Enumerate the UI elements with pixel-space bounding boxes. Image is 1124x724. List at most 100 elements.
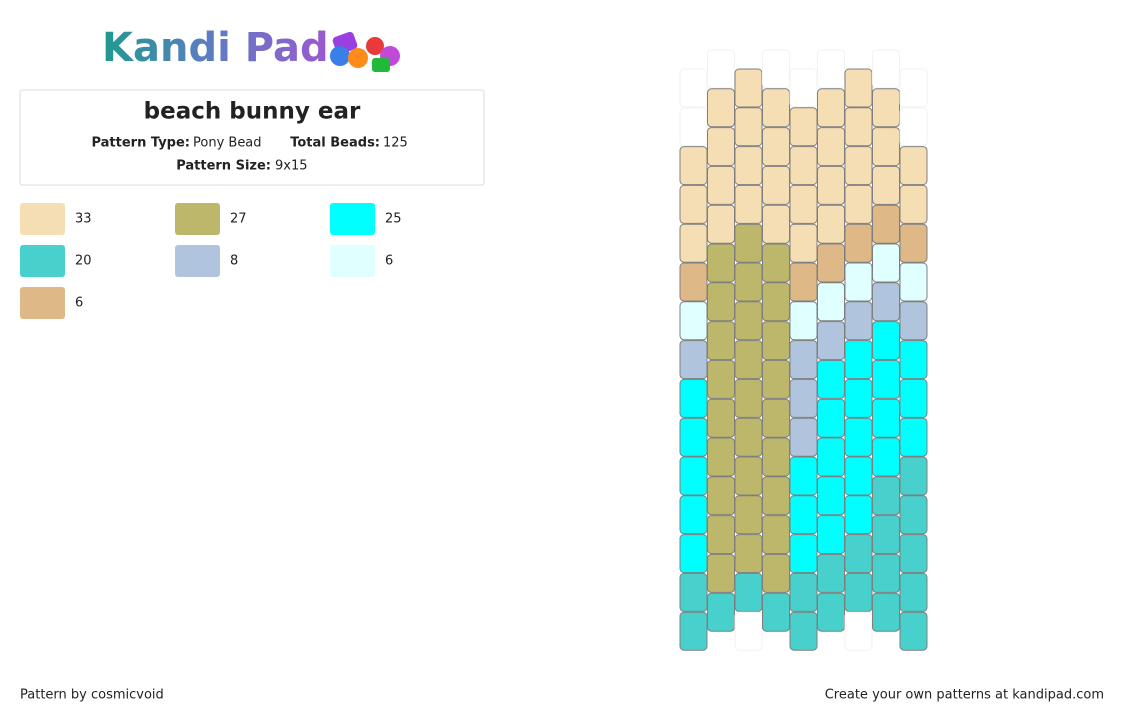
- legend-swatch: [175, 203, 220, 235]
- legend-swatch: [20, 287, 65, 319]
- bead: [817, 204, 845, 244]
- bead: [899, 534, 928, 574]
- bead: [872, 476, 900, 516]
- info-box: [19, 89, 485, 186]
- bead: [817, 553, 845, 593]
- empty-slot: [679, 107, 708, 147]
- bead: [734, 572, 763, 612]
- empty-slot: [899, 107, 928, 147]
- bead: [707, 476, 735, 516]
- bead: [844, 68, 873, 108]
- bead: [872, 437, 900, 477]
- bead: [679, 146, 708, 186]
- bead: [872, 359, 900, 399]
- bead: [899, 223, 928, 263]
- bead: [707, 127, 735, 167]
- bead: [789, 456, 818, 496]
- bead: [762, 282, 790, 322]
- bead: [817, 127, 845, 167]
- bead: [734, 223, 763, 263]
- empty-slot: [679, 68, 708, 108]
- bead: [844, 223, 873, 263]
- bead: [789, 417, 818, 457]
- bead: [872, 515, 900, 555]
- empty-slot: [734, 611, 763, 651]
- bead: [789, 378, 818, 418]
- bead: [817, 359, 845, 399]
- bead: [899, 495, 928, 535]
- bead: [789, 534, 818, 574]
- legend-count: 33: [75, 212, 92, 227]
- bead: [762, 592, 790, 632]
- bead: [679, 340, 708, 380]
- bead: [817, 592, 845, 632]
- bead: [817, 282, 845, 322]
- logo-icon: [330, 31, 400, 72]
- legend-swatch: [20, 245, 65, 277]
- bead: [762, 204, 790, 244]
- bead: [762, 243, 790, 283]
- bead: [734, 301, 763, 341]
- bead: [789, 495, 818, 535]
- bead: [762, 515, 790, 555]
- bead: [872, 204, 900, 244]
- empty-slot: [762, 49, 790, 89]
- bead: [679, 301, 708, 341]
- bead: [734, 456, 763, 496]
- empty-slot: [789, 68, 818, 108]
- bead: [844, 184, 873, 224]
- bead: [789, 262, 818, 302]
- empty-slot: [899, 68, 928, 108]
- bead: [762, 553, 790, 593]
- bead: [734, 340, 763, 380]
- type-label: Pattern Type:: [91, 136, 190, 151]
- bead: [734, 68, 763, 108]
- bead: [872, 282, 900, 322]
- logo[interactable]: Kandi Pad: [102, 25, 329, 71]
- bead: [734, 262, 763, 302]
- bead: [817, 515, 845, 555]
- bead: [762, 127, 790, 167]
- bead: [789, 572, 818, 612]
- bead: [679, 572, 708, 612]
- bead: [844, 417, 873, 457]
- empty-slot: [817, 49, 845, 89]
- bead: [762, 165, 790, 205]
- bead: [872, 127, 900, 167]
- bead: [679, 378, 708, 418]
- bead: [789, 223, 818, 263]
- bead: [899, 301, 928, 341]
- bead: [707, 165, 735, 205]
- bead: [762, 321, 790, 361]
- bead: [817, 476, 845, 516]
- bead: [899, 572, 928, 612]
- bead: [707, 398, 735, 438]
- bead: [872, 592, 900, 632]
- bead: [789, 301, 818, 341]
- bead: [707, 88, 735, 128]
- bead: [707, 282, 735, 322]
- bead: [844, 378, 873, 418]
- empty-slot: [872, 49, 900, 89]
- bead: [844, 456, 873, 496]
- legend-count: 25: [385, 212, 402, 227]
- bead: [762, 359, 790, 399]
- bead: [872, 165, 900, 205]
- legend-swatch: [175, 245, 220, 277]
- bead: [817, 398, 845, 438]
- bead: [707, 204, 735, 244]
- cta[interactable]: Create your own patterns at kandipad.com: [825, 688, 1104, 703]
- bead: [899, 456, 928, 496]
- bead: [762, 88, 790, 128]
- bead: [844, 495, 873, 535]
- type-value: Pony Bead: [193, 136, 262, 151]
- bead: [679, 417, 708, 457]
- bead: [872, 321, 900, 361]
- total-value: 125: [383, 136, 408, 151]
- bead: [707, 321, 735, 361]
- bead: [679, 456, 708, 496]
- legend-count: 20: [75, 254, 92, 269]
- legend-count: 8: [230, 254, 238, 269]
